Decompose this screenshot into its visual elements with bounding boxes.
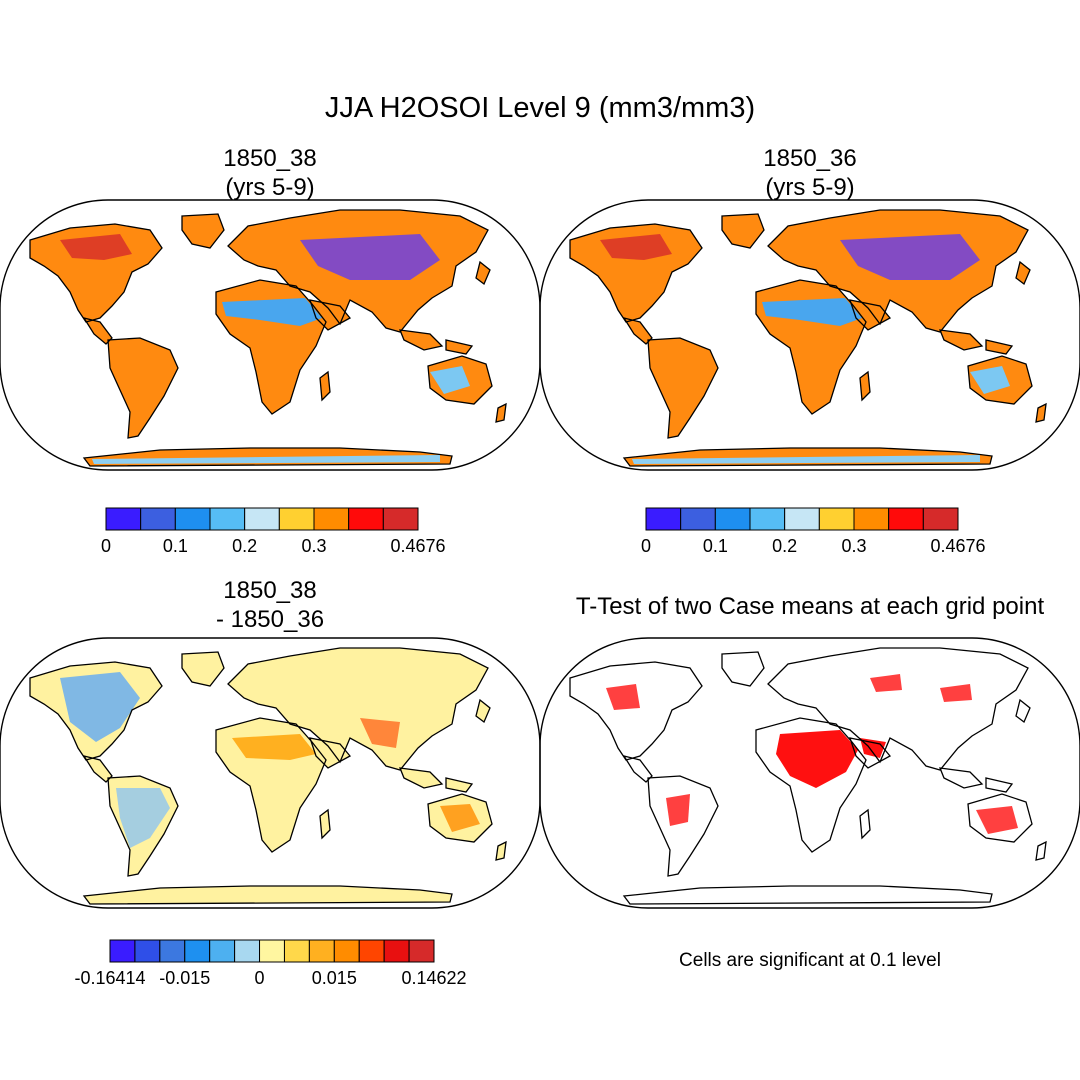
difference-minus-case: - 1850_36 <box>215 606 325 633</box>
colorbar-box <box>383 939 410 963</box>
colorbar-box <box>333 939 360 963</box>
arabia-significant-cells <box>860 738 886 758</box>
map-panel-case-b <box>539 199 1080 471</box>
south-america-significant-cells <box>666 794 690 826</box>
map-border-t-test <box>539 637 1080 909</box>
colorbar-tick-label: 0.3 <box>301 536 326 556</box>
figure-title: JJA H2OSOI Level 9 (mm3/mm3) <box>324 92 756 124</box>
india-positive-difference <box>360 718 400 748</box>
case-a-years: (yrs 5-9) <box>225 174 315 201</box>
map-panel-difference <box>0 637 541 909</box>
colorbar-case-a: 0 0.1 0.2 0.3 0.4676 <box>101 507 446 556</box>
colorbar-box <box>818 507 855 531</box>
asia-high-moisture-region <box>840 234 980 280</box>
colorbar-tick-label: 0.1 <box>703 536 728 556</box>
sahara-low-moisture-region <box>762 298 862 326</box>
antarctica-coast-region <box>92 455 440 464</box>
north-america-significant-cells <box>606 684 640 710</box>
colorbar-box <box>308 939 335 963</box>
colorbar-tick-label: 0.2 <box>772 536 797 556</box>
colorbar-box <box>278 507 315 531</box>
significance-note: Cells are significant at 0.1 level <box>679 950 941 971</box>
south-america-negative-difference <box>116 788 170 848</box>
map-panel-t-test <box>539 637 1080 909</box>
eurasia-significant-cells <box>870 674 902 692</box>
panel-title-case-a: 1850_38 (yrs 5-9) <box>120 144 420 202</box>
colorbar-box <box>134 939 161 963</box>
africa-significant-cells <box>776 730 858 788</box>
colorbar-box <box>680 507 716 531</box>
colorbar-tick-label: 0 <box>641 536 651 556</box>
colorbar-box <box>749 507 786 531</box>
case-a-name: 1850_38 <box>223 145 317 172</box>
antarctica-coast-region <box>632 455 980 464</box>
colorbar-tick-label: 0.015 <box>312 968 357 988</box>
colorbar-tick-label: 0.4676 <box>390 536 445 556</box>
colorbar-tick-label: 0.1 <box>163 536 188 556</box>
colorbar-box <box>283 939 310 963</box>
colorbar-tick-label: 0.3 <box>841 536 866 556</box>
panel-title-difference: 1850_38 - 1850_36 <box>120 576 420 634</box>
colorbar-case-b: 0 0.1 0.2 0.3 0.4676 <box>641 507 986 556</box>
map-panel-case-a <box>0 199 541 471</box>
colorbar-tick-label: -0.015 <box>159 968 210 988</box>
east-asia-significant-cells <box>940 684 972 702</box>
colorbar-box <box>784 507 820 531</box>
colorbar-tick-label: -0.16414 <box>74 968 145 988</box>
case-b-years: (yrs 5-9) <box>765 174 855 201</box>
map-border-case-b <box>539 199 1080 471</box>
sahara-low-moisture-region <box>222 298 322 326</box>
colorbar-box <box>174 507 211 531</box>
north-america-negative-difference <box>60 672 140 742</box>
colorbar-box <box>234 939 261 963</box>
colorbar-box <box>109 939 136 963</box>
colorbar-box <box>184 939 211 963</box>
colorbar-difference: -0.16414 -0.015 0 0.015 0.14622 <box>74 939 467 988</box>
colorbar-box <box>140 507 176 531</box>
colorbar-box <box>244 507 280 531</box>
colorbar-box <box>209 507 246 531</box>
colorbar-tick-label: 0 <box>255 968 265 988</box>
difference-case-name: 1850_38 <box>223 577 317 604</box>
panel-title-t-test: T-Test of two Case means at each grid po… <box>575 593 1045 620</box>
australia-low-moisture-region <box>430 366 470 394</box>
case-b-name: 1850_36 <box>763 145 857 172</box>
colorbar-box <box>159 939 186 963</box>
colorbar-box <box>714 507 751 531</box>
colorbar-tick-label: 0.2 <box>232 536 257 556</box>
colorbar-box <box>209 939 236 963</box>
colorbar-box <box>313 507 350 531</box>
colorbar-box <box>382 507 419 531</box>
australia-significant-cells <box>976 806 1018 834</box>
sahel-positive-difference <box>232 734 316 760</box>
colorbar-box <box>408 939 435 963</box>
australia-positive-difference <box>440 804 480 832</box>
colorbar-tick-label: 0.14622 <box>401 968 466 988</box>
panel-title-case-b: 1850_36 (yrs 5-9) <box>660 144 960 202</box>
colorbar-box <box>922 507 959 531</box>
north-america-high-moisture-region <box>60 234 132 260</box>
colorbar-tick-label: 0.4676 <box>930 536 985 556</box>
colorbar-box <box>888 507 924 531</box>
colorbar-box <box>853 507 890 531</box>
colorbar-box <box>105 507 142 531</box>
colorbar-box <box>358 939 385 963</box>
australia-low-moisture-region <box>970 366 1010 394</box>
north-america-high-moisture-region <box>600 234 672 260</box>
colorbar-box <box>259 939 285 963</box>
colorbar-box <box>348 507 384 531</box>
colorbar-box <box>645 507 682 531</box>
colorbar-tick-label: 0 <box>101 536 111 556</box>
asia-high-moisture-region <box>300 234 440 280</box>
